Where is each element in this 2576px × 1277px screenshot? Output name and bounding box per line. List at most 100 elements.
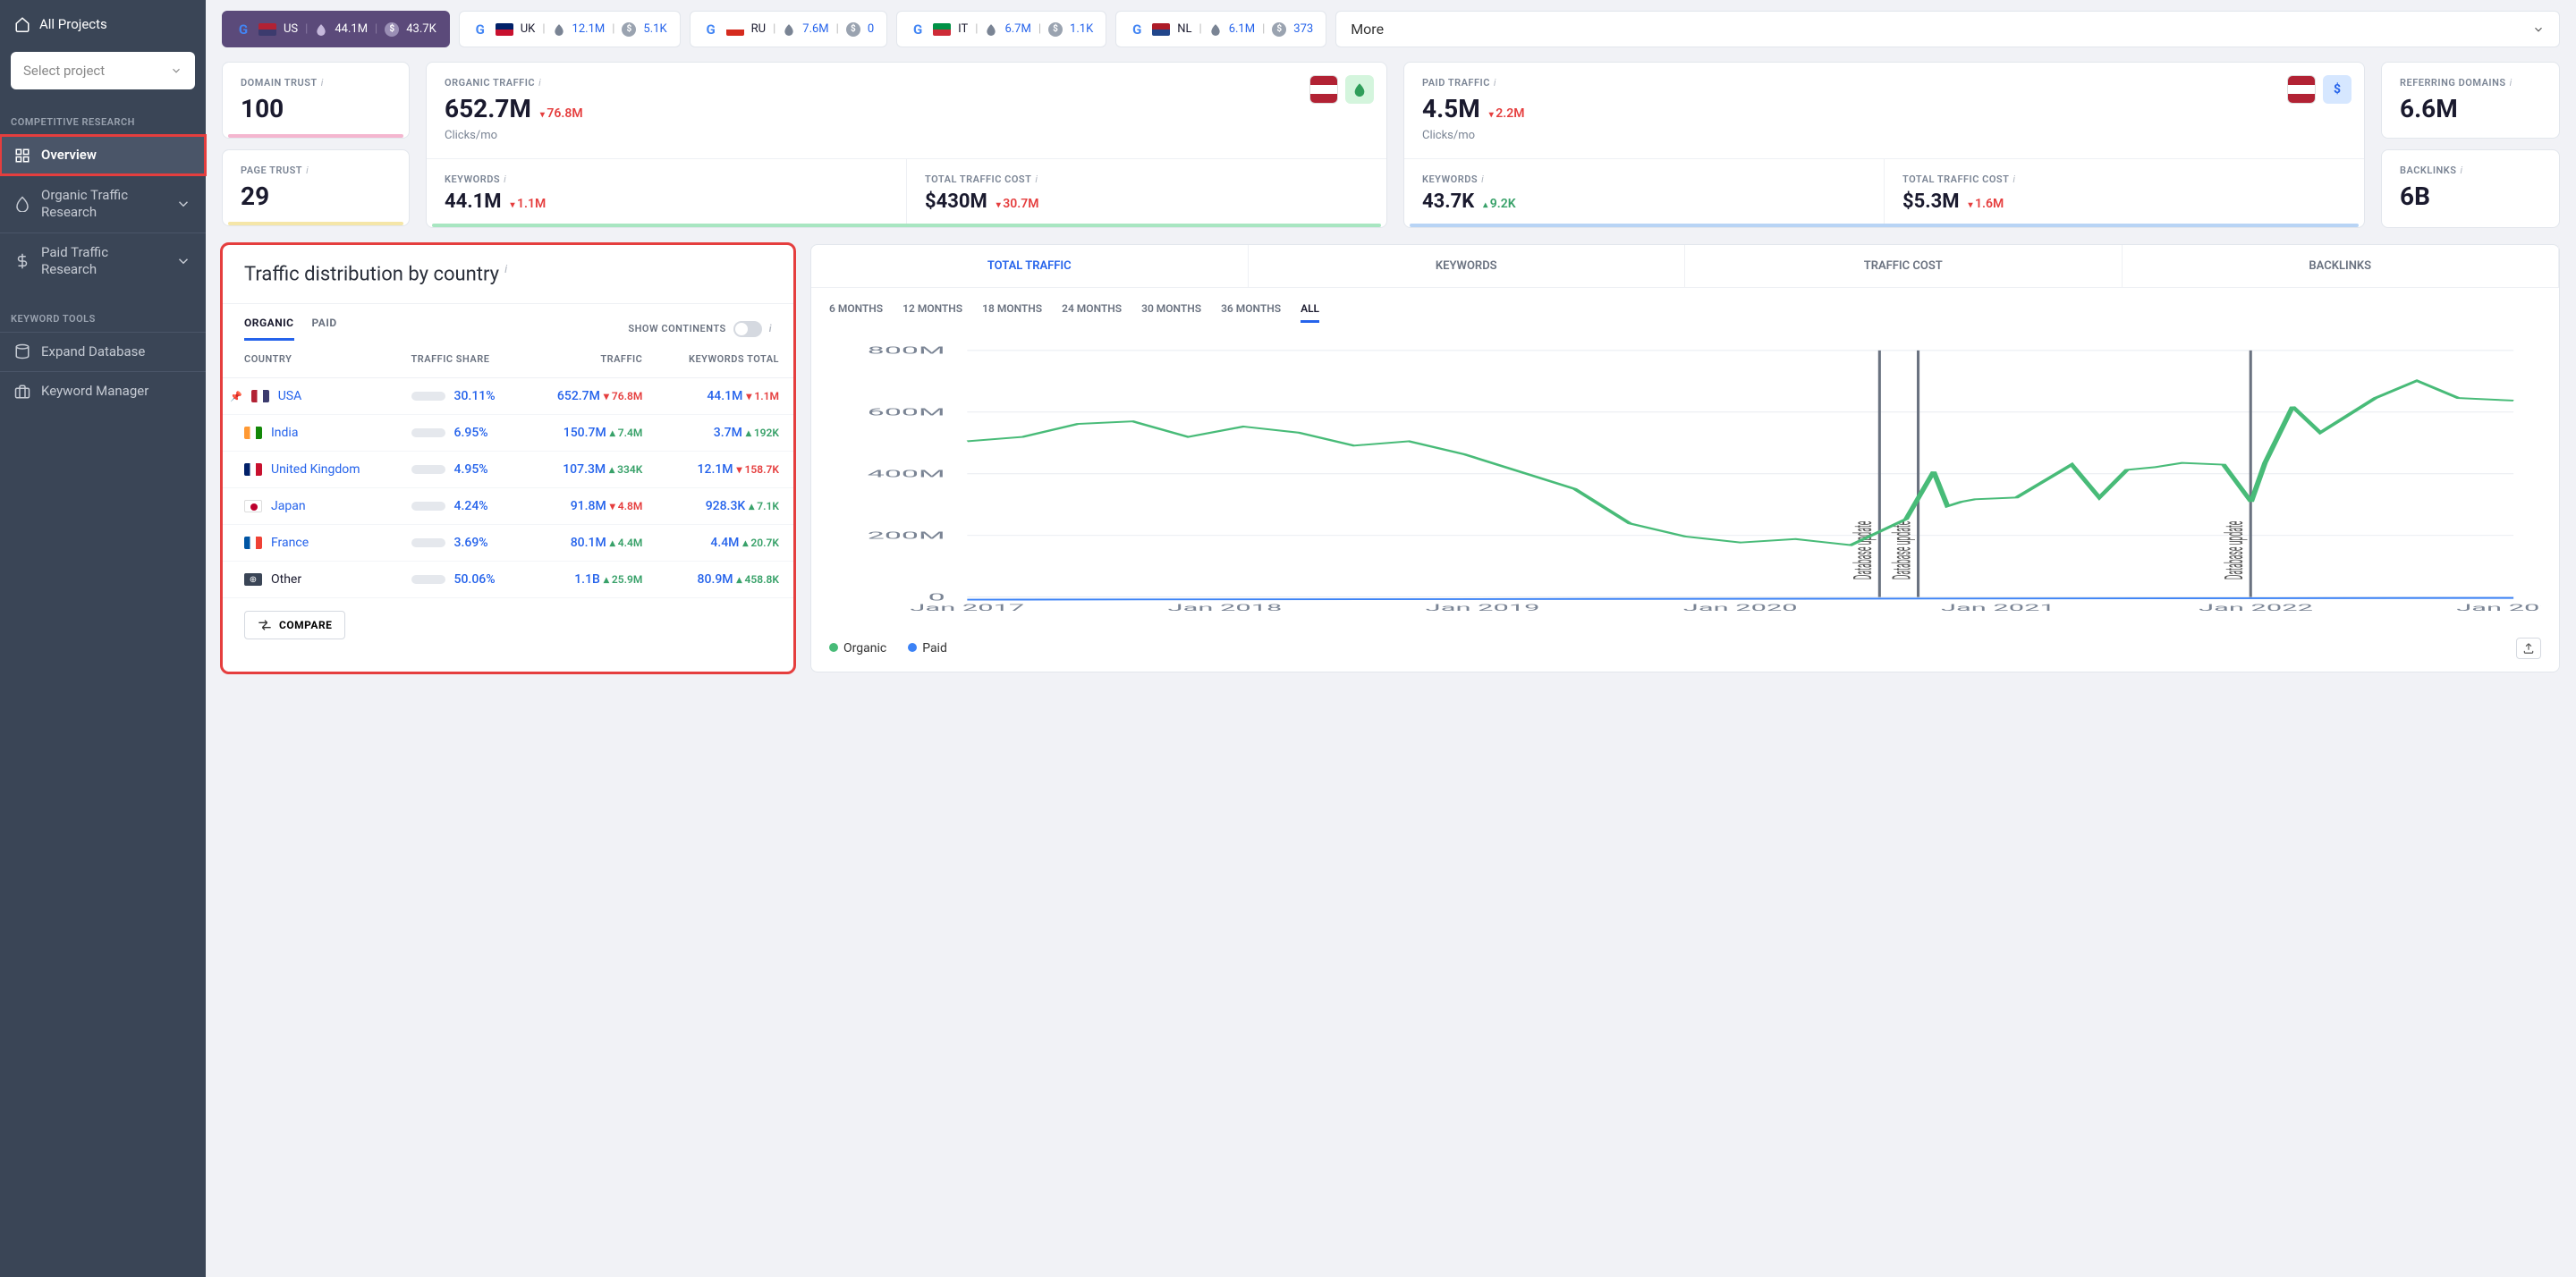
country-name[interactable]: France: [271, 536, 309, 550]
time-tab-12-months[interactable]: 12 MONTHS: [902, 302, 962, 323]
time-tab-18-months[interactable]: 18 MONTHS: [982, 302, 1042, 323]
chart-legend: Organic Paid: [811, 632, 2559, 672]
paid-traffic-card[interactable]: $ PAID TRAFFICi 4.5M 2.2M Clicks/mo KEYW…: [1403, 62, 2365, 228]
card-accent: [432, 224, 1381, 227]
time-tab-6-months[interactable]: 6 MONTHS: [829, 302, 883, 323]
info-icon[interactable]: i: [306, 165, 309, 176]
share-value: 4.95%: [454, 462, 488, 477]
table-row[interactable]: ⊕ Other 50.06% 1.1B▴ 25.9M 80.9M▴ 458.8K: [223, 562, 793, 598]
paid-value: 43.7K: [406, 22, 436, 36]
paid-badge-icon: $: [2323, 75, 2351, 104]
country-name[interactable]: USA: [278, 389, 302, 403]
country-name[interactable]: United Kingdom: [271, 462, 360, 477]
table-row[interactable]: 📌 USA 30.11% 652.7M▾ 76.8M 44.1M▾ 1.1M: [223, 378, 793, 415]
table-row[interactable]: France 3.69% 80.1M▴ 4.4M 4.4M▴ 20.7K: [223, 525, 793, 562]
flag-us-icon: [1309, 75, 1338, 104]
compare-button[interactable]: COMPARE: [244, 611, 345, 639]
paid-cost-cell[interactable]: TOTAL TRAFFIC COSTi $5.3M1.6M: [1884, 159, 2364, 227]
keywords-delta: ▴ 7.1K: [749, 500, 779, 512]
domain-trust-card[interactable]: DOMAIN TRUSTi 100: [222, 62, 410, 139]
sidebar: All Projects Select project COMPETITIVE …: [0, 0, 206, 1277]
info-icon[interactable]: i: [504, 263, 507, 276]
chevron-down-icon: [175, 196, 191, 212]
flag-icon: [496, 23, 513, 36]
table-row[interactable]: United Kingdom 4.95% 107.3M▴ 334K 12.1M▾…: [223, 452, 793, 488]
export-button[interactable]: [2516, 638, 2541, 659]
country-tab-more[interactable]: More: [1335, 11, 2560, 47]
country-code: UK: [521, 22, 536, 36]
country-name[interactable]: India: [271, 426, 298, 440]
chart-tab-traffic-cost[interactable]: TRAFFIC COST: [1685, 245, 2123, 287]
time-tab-36-months[interactable]: 36 MONTHS: [1221, 302, 1281, 323]
referring-domains-card[interactable]: REFERRING DOMAINSi 6.6M: [2381, 62, 2560, 139]
flag-icon: [244, 537, 262, 549]
organic-keywords-cell[interactable]: KEYWORDSi 44.1M1.1M: [427, 159, 906, 227]
sidebar-item-organic-traffic[interactable]: Organic Traffic Research: [0, 175, 206, 233]
metrics-row: DOMAIN TRUSTi 100 PAGE TRUSTi 29 ORGANIC…: [222, 62, 2560, 228]
coin-icon: $: [622, 22, 636, 37]
time-tab-30-months[interactable]: 30 MONTHS: [1141, 302, 1201, 323]
chart-tab-keywords[interactable]: KEYWORDS: [1249, 245, 1686, 287]
tab-paid[interactable]: PAID: [312, 317, 337, 341]
country-name[interactable]: Japan: [271, 499, 306, 513]
share-bar: [411, 502, 445, 511]
time-tab-24-months[interactable]: 24 MONTHS: [1062, 302, 1122, 323]
country-tab-it[interactable]: G IT | 6.7M | $ 1.1K: [896, 11, 1106, 47]
card-accent: [1410, 224, 2359, 227]
flag-icon: [933, 23, 951, 36]
chart-area: 800M600M400M200M0Jan 2017Jan 2018Jan 201…: [811, 337, 2559, 632]
page-trust-card[interactable]: PAGE TRUSTi 29: [222, 149, 410, 226]
col-traffic[interactable]: TRAFFIC: [526, 341, 657, 378]
traffic-chart-panel: TOTAL TRAFFICKEYWORDSTRAFFIC COSTBACKLIN…: [810, 244, 2560, 672]
table-row[interactable]: India 6.95% 150.7M▴ 7.4M 3.7M▴ 192K: [223, 415, 793, 452]
col-share[interactable]: TRAFFIC SHARE: [397, 341, 527, 378]
time-tab-all[interactable]: ALL: [1301, 302, 1319, 323]
traffic-value: 80.1M: [571, 536, 606, 550]
flag-icon: [1152, 23, 1170, 36]
google-icon: G: [472, 21, 488, 38]
info-icon[interactable]: i: [321, 77, 324, 89]
sidebar-item-paid-traffic[interactable]: Paid Traffic Research: [0, 233, 206, 290]
chart-tab-total-traffic[interactable]: TOTAL TRAFFIC: [811, 245, 1249, 287]
database-icon: [14, 343, 30, 359]
keywords-value: 12.1M: [698, 462, 733, 477]
country-tab-us[interactable]: G US | 44.1M | $ 43.7K: [222, 11, 450, 47]
all-projects-link[interactable]: All Projects: [0, 7, 206, 41]
country-code: NL: [1177, 22, 1191, 36]
svg-text:Jan 2021: Jan 2021: [1941, 603, 2055, 613]
traffic-table: COUNTRY TRAFFIC SHARE TRAFFIC KEYWORDS T…: [223, 341, 793, 598]
col-country[interactable]: COUNTRY: [223, 341, 397, 378]
sidebar-item-overview[interactable]: Overview: [0, 135, 206, 175]
country-tab-nl[interactable]: G NL | 6.1M | $ 373: [1115, 11, 1326, 47]
country-tab-uk[interactable]: G UK | 12.1M | $ 5.1K: [459, 11, 681, 47]
svg-text:Database update: Database update: [2221, 521, 2250, 580]
share-bar: [411, 392, 445, 401]
sidebar-item-label: Paid Traffic Research: [41, 244, 165, 279]
chart-time-tabs: 6 MONTHS 12 MONTHS 18 MONTHS 24 MONTHS 30 MO…: [811, 288, 2559, 337]
chevron-down-icon: [175, 253, 191, 269]
coin-icon: $: [385, 22, 399, 37]
country-tabs: G US | 44.1M | $ 43.7K G UK | 12.1M | $ …: [222, 11, 2560, 47]
country-code: RU: [751, 22, 766, 36]
google-icon: G: [910, 21, 926, 38]
paid-keywords-cell[interactable]: KEYWORDSi 43.7K9.2K: [1404, 159, 1884, 227]
info-icon[interactable]: i: [538, 77, 541, 89]
info-icon[interactable]: i: [1494, 77, 1496, 89]
info-icon[interactable]: i: [769, 323, 772, 334]
organic-cost-cell[interactable]: TOTAL TRAFFIC COSTi $430M30.7M: [906, 159, 1386, 227]
country-tab-ru[interactable]: G RU | 7.6M | $ 0: [690, 11, 888, 47]
tab-organic[interactable]: ORGANIC: [244, 317, 294, 341]
show-continents-toggle[interactable]: SHOW CONTINENTS i: [628, 321, 772, 337]
chart-tab-backlinks[interactable]: BACKLINKS: [2123, 245, 2560, 287]
leaf-icon: [315, 23, 327, 36]
project-select[interactable]: Select project: [11, 52, 195, 89]
sidebar-item-keyword-manager[interactable]: Keyword Manager: [0, 371, 206, 411]
organic-traffic-card[interactable]: ORGANIC TRAFFICi 652.7M 76.8M Clicks/mo …: [426, 62, 1387, 228]
card-label: DOMAIN TRUSTi: [241, 77, 391, 89]
toggle-icon[interactable]: [733, 321, 762, 337]
col-keywords[interactable]: KEYWORDS TOTAL: [657, 341, 793, 378]
backlinks-card[interactable]: BACKLINKSi 6B: [2381, 149, 2560, 228]
keywords-value: 3.7M: [714, 426, 742, 440]
table-row[interactable]: Japan 4.24% 91.8M▾ 4.8M 928.3K▴ 7.1K: [223, 488, 793, 525]
sidebar-item-expand-database[interactable]: Expand Database: [0, 332, 206, 372]
